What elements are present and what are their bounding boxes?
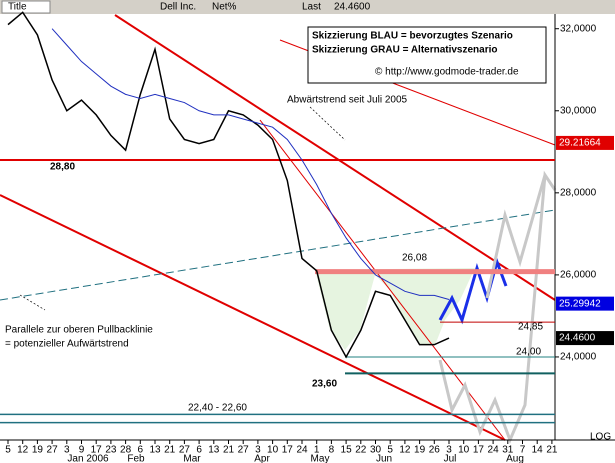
pattern-area <box>315 268 475 350</box>
x-tick-label: 13 <box>208 445 220 456</box>
x-tick-label: 9 <box>79 445 85 456</box>
price-tag-label: 24.4600 <box>559 333 596 344</box>
x-tick-label: 31 <box>502 445 514 456</box>
x-tick-label: 19 <box>414 445 426 456</box>
month-label: Mar <box>183 454 201 463</box>
x-tick-label: 10 <box>267 445 279 456</box>
price-tag-label: 29.21664 <box>559 138 601 149</box>
level-label: 28,80 <box>50 162 75 173</box>
info-text: Skizzierung BLAU = bevorzugtes Szenario <box>312 31 513 42</box>
price-line <box>51 28 450 300</box>
y-tick-label: 28,0000 <box>560 187 597 198</box>
x-tick-label: 8 <box>329 445 335 456</box>
scenario-gray <box>438 170 557 445</box>
x-tick-label: 19 <box>32 445 44 456</box>
x-tick-label: 12 <box>17 445 29 456</box>
annotation: Parallele zur oberen Pullbacklinie <box>5 325 153 336</box>
x-tick-label: 27 <box>179 445 191 456</box>
x-tick-label: 26 <box>429 445 441 456</box>
level-label: 24,00 <box>516 347 541 358</box>
scale-label: LOG <box>590 432 611 443</box>
y-tick-label: 26,0000 <box>560 270 597 281</box>
x-tick-label: 10 <box>458 445 470 456</box>
x-tick-label: 15 <box>341 445 353 456</box>
header-last-label: Last <box>302 2 321 13</box>
month-label: Aug <box>506 454 524 463</box>
header-bar <box>0 0 615 14</box>
y-tick-label: 30,0000 <box>560 105 597 116</box>
price-line <box>7 11 450 359</box>
level-label: 23,60 <box>312 379 337 390</box>
x-tick-label: 3 <box>64 445 70 456</box>
header-field <box>1 0 51 14</box>
x-tick-label: 5 <box>5 445 11 456</box>
annotation: = potenzieller Aufwärtstrend <box>5 339 129 350</box>
x-tick-label: 21 <box>546 445 558 456</box>
trend-line <box>0 209 556 301</box>
month-label: Apr <box>254 454 270 463</box>
scenario-gray <box>485 174 547 299</box>
x-tick-label: 27 <box>47 445 59 456</box>
month-label: Jul <box>444 454 457 463</box>
x-tick-label: 17 <box>91 445 103 456</box>
x-tick-label: 14 <box>532 445 544 456</box>
x-tick-label: 13 <box>149 445 161 456</box>
x-tick-label: 17 <box>473 445 485 456</box>
x-tick-label: 17 <box>282 445 294 456</box>
header-last: 24.4600 <box>334 2 371 13</box>
pointer <box>19 294 46 311</box>
x-tick-label: 30 <box>370 445 382 456</box>
trend-line <box>0 194 506 441</box>
x-tick-label: 3 <box>446 445 452 456</box>
zone-label: 22,40 - 22,60 <box>188 403 247 414</box>
header-title: Title <box>8 2 27 13</box>
info-box <box>307 26 547 84</box>
trend-line <box>114 14 556 301</box>
y-tick-label: 24,0000 <box>560 352 597 363</box>
price-tag <box>556 135 614 150</box>
x-tick-label: 3 <box>255 445 261 456</box>
x-tick-label: 27 <box>238 445 250 456</box>
level-label: 26,08 <box>402 253 427 264</box>
level-label: 24,85 <box>518 322 543 333</box>
price-tag <box>556 296 614 311</box>
x-tick-label: 24 <box>488 445 500 456</box>
price-tag-label: 25.29942 <box>559 298 601 309</box>
x-tick-label: 23 <box>105 445 117 456</box>
x-tick-label: 6 <box>196 445 202 456</box>
info-text: Skizzierung GRAU = Alternativszenario <box>312 45 498 56</box>
x-tick-label: 28 <box>120 445 132 456</box>
month-label: Jun <box>376 454 392 463</box>
x-tick-label: 22 <box>355 445 367 456</box>
x-tick-label: 5 <box>387 445 393 456</box>
price-tag <box>556 331 614 346</box>
x-tick-label: 1 <box>314 445 320 456</box>
y-tick-label: 32,0000 <box>560 23 597 34</box>
x-tick-label: 24 <box>296 445 308 456</box>
scenario-blue <box>438 257 508 325</box>
x-tick-label: 21 <box>223 445 235 456</box>
month-label: May <box>311 454 330 463</box>
x-tick-label: 12 <box>399 445 411 456</box>
month-label: Jan 2006 <box>67 454 109 463</box>
x-tick-label: 21 <box>164 445 176 456</box>
month-label: Feb <box>127 454 145 463</box>
header-symbol: Dell Inc. <box>160 2 196 13</box>
x-tick-label: 7 <box>520 445 526 456</box>
x-tick-label: 6 <box>138 445 144 456</box>
info-text: © http://www.godmode-trader.de <box>375 67 519 78</box>
annotation: Abwärtstrend seit Juli 2005 <box>287 95 408 106</box>
pointer <box>309 106 346 141</box>
header-net: Net% <box>212 2 237 13</box>
